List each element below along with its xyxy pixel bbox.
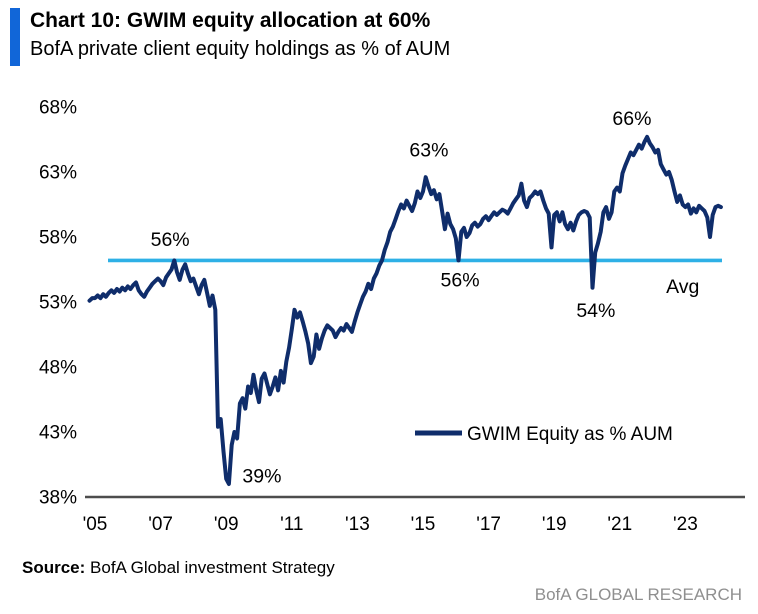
line-chart: 68% 63% 58% 53% 48% 43% 38% '05 '07 '09 '11 '13 '15 '… xyxy=(39,98,745,535)
x-tick-label: '21 xyxy=(607,514,632,535)
y-tick-label: 63% xyxy=(39,163,77,184)
y-tick-label: 53% xyxy=(39,293,77,314)
y-tick-label: 58% xyxy=(39,228,77,249)
source-text: BofA Global investment Strategy xyxy=(85,558,335,577)
annotation-56pct: 56% xyxy=(441,269,480,291)
x-tick-label: '17 xyxy=(476,514,501,535)
annotation-Avg: Avg xyxy=(666,276,699,298)
equity-series-line xyxy=(87,134,723,486)
legend-label: GWIM Equity as % AUM xyxy=(467,424,673,445)
x-tick-label: '23 xyxy=(673,514,698,535)
x-tick-label: '07 xyxy=(148,514,173,535)
chart-title: Chart 10: GWIM equity allocation at 60% xyxy=(30,9,431,32)
source-label: Source: xyxy=(22,558,86,577)
y-tick-label: 38% xyxy=(39,488,77,509)
x-tick-label: '13 xyxy=(345,514,370,535)
x-tick-label: '19 xyxy=(542,514,567,535)
title-accent-bar xyxy=(10,8,20,66)
annotation-39pct: 39% xyxy=(242,466,281,488)
brand-mark: BofA GLOBAL RESEARCH xyxy=(534,585,742,604)
x-tick-label: '11 xyxy=(280,514,303,535)
annotation-63pct: 63% xyxy=(409,139,448,161)
y-tick-label: 48% xyxy=(39,358,77,379)
annotation-54pct: 54% xyxy=(576,300,615,322)
x-tick-label: '05 xyxy=(83,514,108,535)
annotation-56pct: 56% xyxy=(151,229,190,251)
y-tick-label: 43% xyxy=(39,423,77,444)
y-tick-label: 68% xyxy=(39,98,77,119)
annotation-66pct: 66% xyxy=(612,108,651,130)
source-note: Source: BofA Global investment Strategy xyxy=(22,558,335,578)
chart-subtitle: BofA private client equity holdings as %… xyxy=(30,38,451,60)
x-tick-label: '15 xyxy=(411,514,436,535)
x-tick-label: '09 xyxy=(214,514,239,535)
